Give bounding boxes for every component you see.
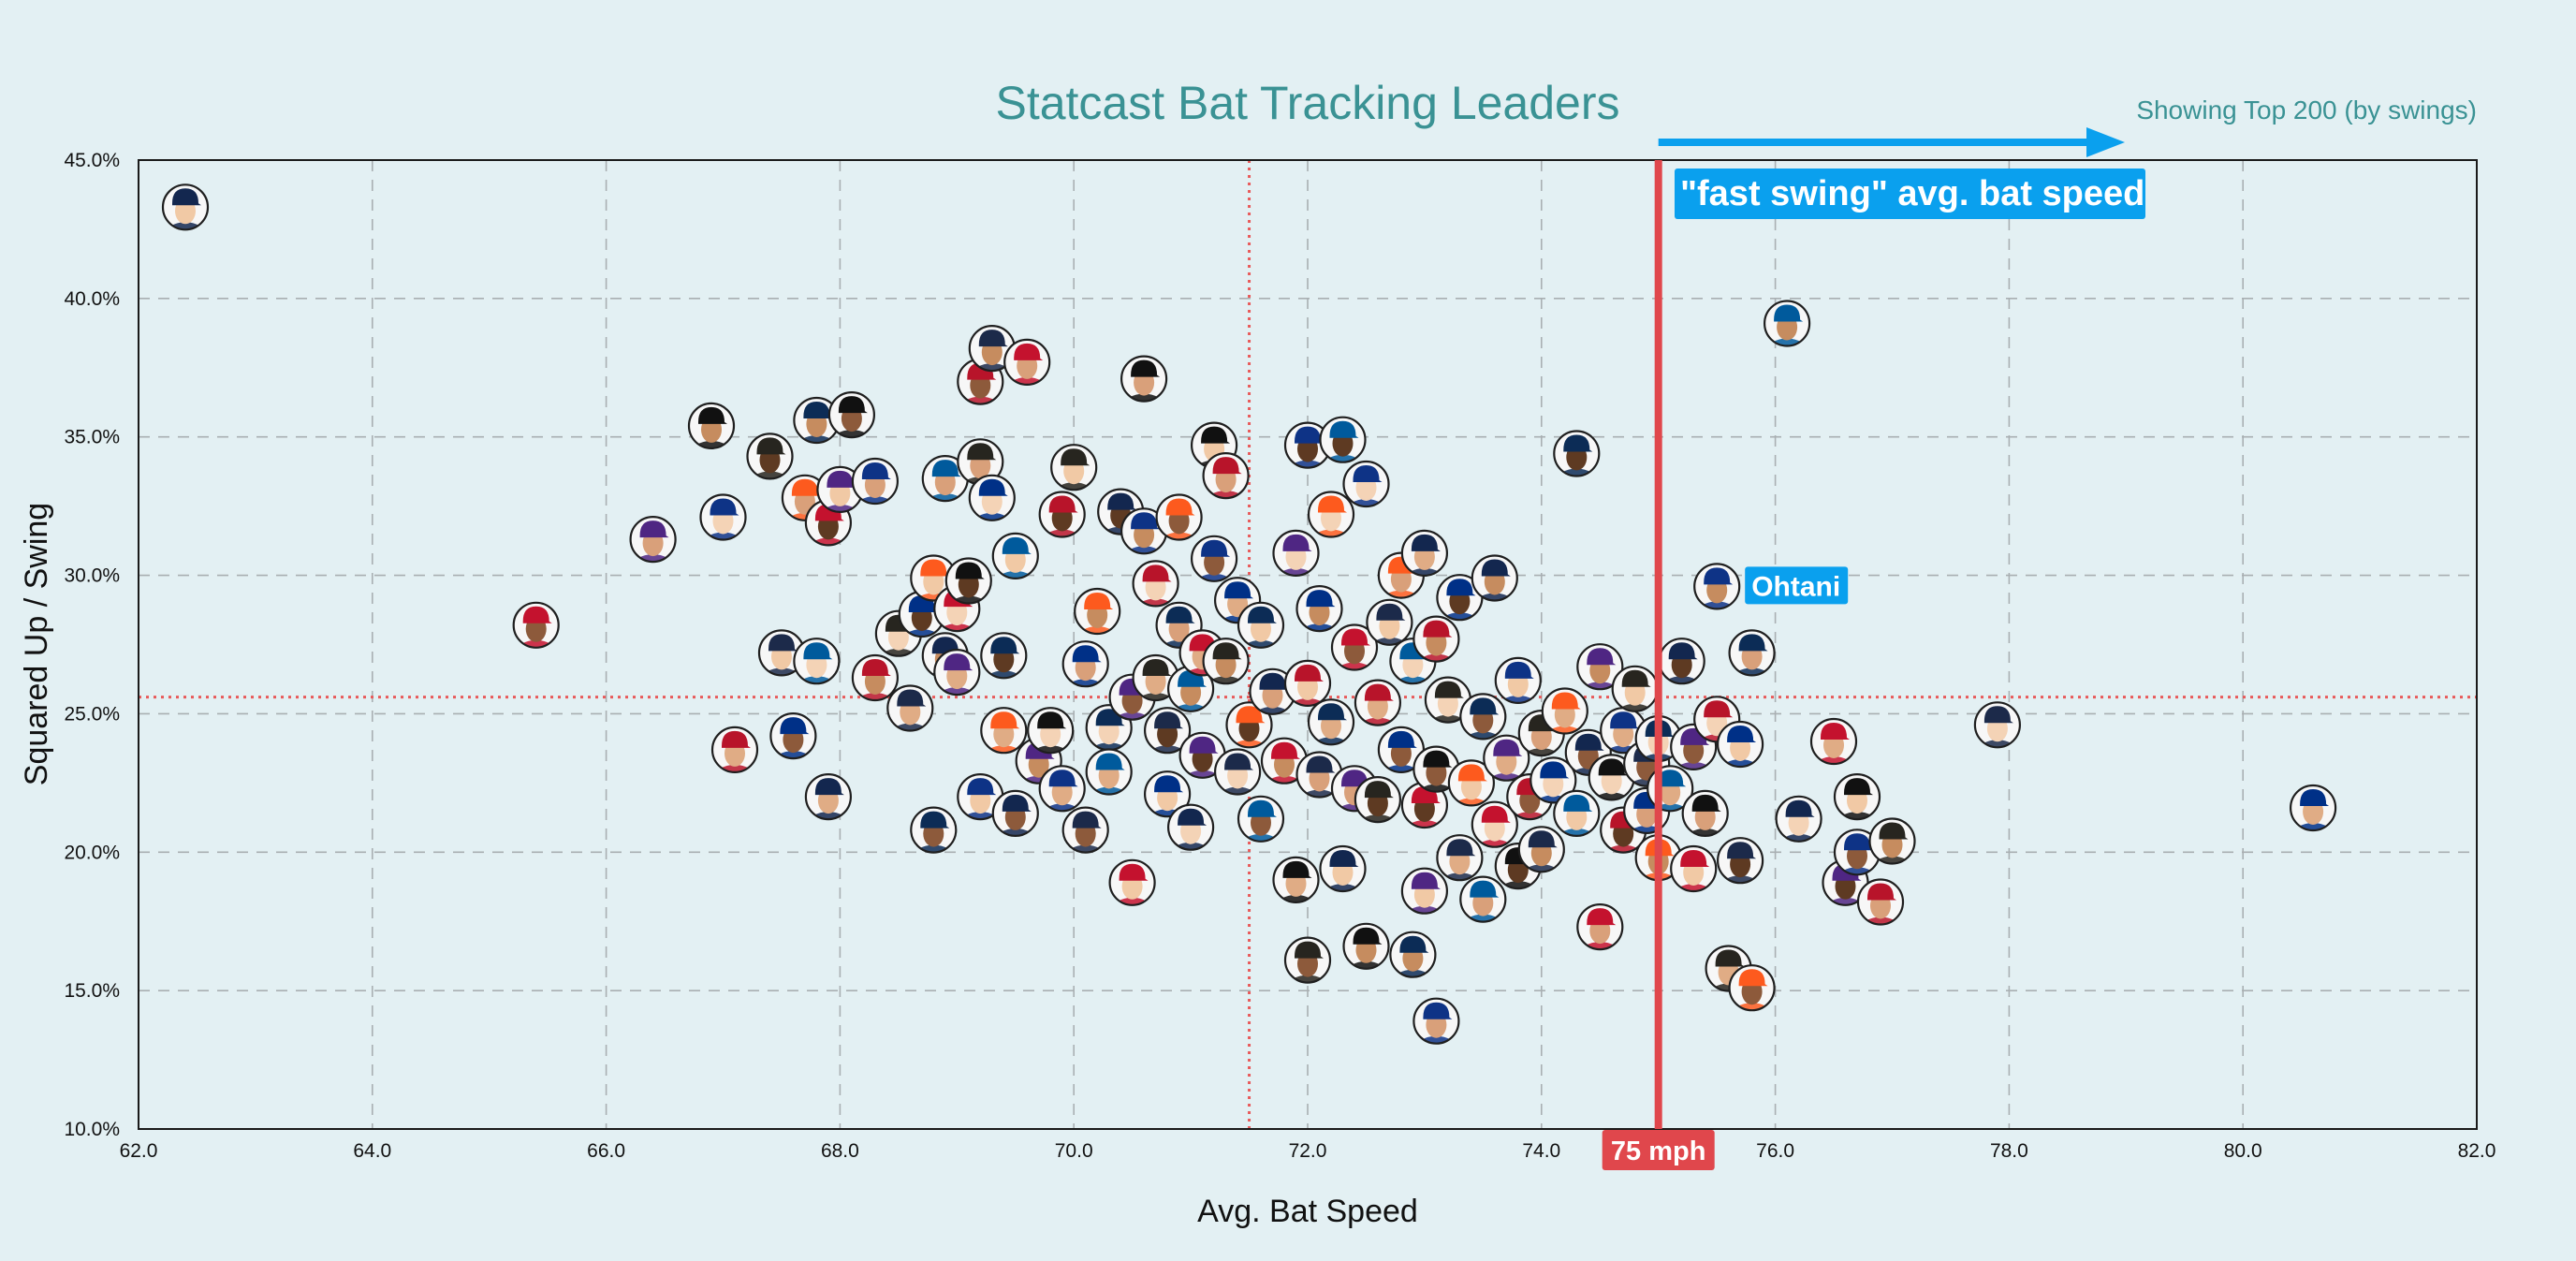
y-tick-label: 15.0%: [64, 980, 120, 1002]
y-tick-label: 40.0%: [64, 288, 120, 310]
y-tick-label: 35.0%: [64, 427, 120, 448]
y-tick-label: 20.0%: [64, 842, 120, 863]
highlight-label: Ohtani: [1751, 571, 1840, 602]
fast-swing-callout: "fast swing" avg. bat speed: [1675, 169, 2145, 219]
x-tick-label: 66.0: [587, 1140, 625, 1162]
plot-frame: [138, 159, 2478, 1130]
y-tick-label: 25.0%: [64, 703, 120, 725]
x-tick-label: 64.0: [353, 1140, 391, 1162]
x-axis-title: Avg. Bat Speed: [1197, 1194, 1418, 1229]
y-tick-label: 30.0%: [64, 565, 120, 587]
y-tick-label: 45.0%: [64, 150, 120, 171]
highlight-label-box: [1745, 566, 1849, 605]
fast-swing-label: "fast swing" avg. bat speed: [1680, 174, 2144, 213]
threshold-label-box: [1602, 1130, 1715, 1170]
x-tick-label: 78.0: [1990, 1140, 2028, 1162]
threshold-label: 75 mph: [1611, 1136, 1706, 1166]
x-tick-label: 70.0: [1055, 1140, 1093, 1162]
x-tick-label: 80.0: [2224, 1140, 2262, 1162]
y-axis-title: Squared Up / Swing: [19, 503, 54, 785]
x-tick-label: 82.0: [2458, 1140, 2496, 1162]
x-tick-label: 76.0: [1756, 1140, 1794, 1162]
fast-swing-arrow: [1658, 127, 2125, 157]
player-point: [1693, 563, 1741, 610]
y-tick-label: 10.0%: [64, 1119, 120, 1140]
threshold-callout: 75 mph: [1602, 1130, 1715, 1170]
fast-swing-label-box: [1675, 169, 2145, 219]
x-tick-label: 62.0: [120, 1140, 158, 1162]
x-tick-label: 68.0: [821, 1140, 859, 1162]
chart-subtitle: Showing Top 200 (by swings): [2136, 95, 2477, 125]
tick-labels: 62.0 64.0 66.0 68.0 70.0 72.0 74.0 76.0 78.0 80.0…: [64, 150, 2496, 1162]
x-tick-label: 72.0: [1289, 1140, 1327, 1162]
highlight-callout: Ohtani: [1745, 566, 1849, 605]
chart-title: Statcast Bat Tracking Leaders: [995, 77, 1619, 129]
x-tick-label: 74.0: [1522, 1140, 1560, 1162]
arrow-head: [2086, 127, 2125, 157]
